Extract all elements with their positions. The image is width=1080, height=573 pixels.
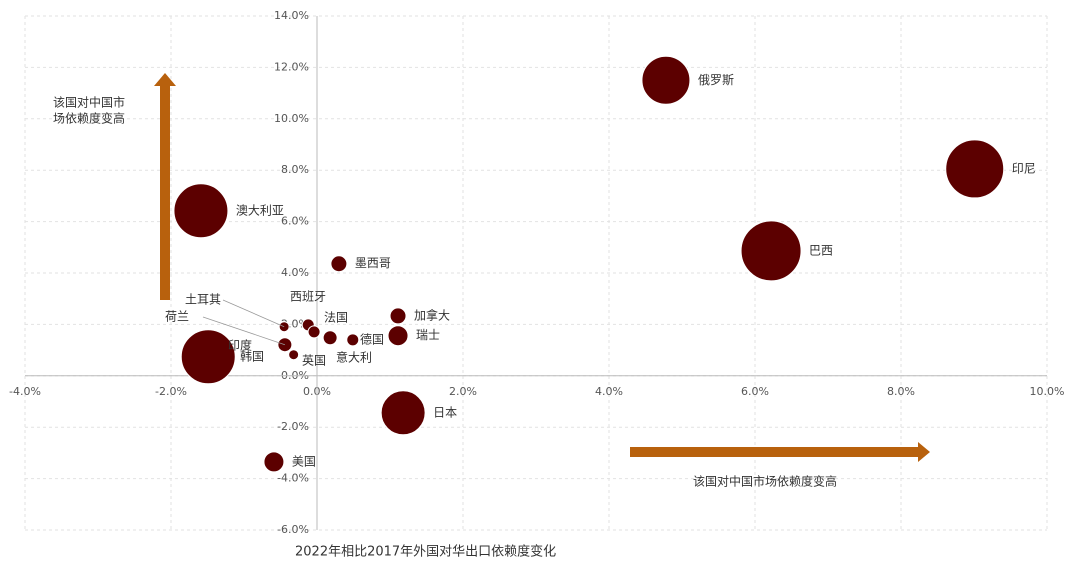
- y-tick-label: 12.0%: [274, 60, 309, 73]
- bubble: [180, 329, 236, 385]
- point-label: 意大利: [336, 350, 372, 365]
- bubble: [288, 349, 300, 361]
- point-label: 印度: [228, 338, 252, 353]
- bubble: [346, 333, 360, 347]
- point-label: 西班牙: [290, 290, 326, 304]
- point-label: 瑞士: [416, 328, 440, 342]
- x-tick-label: -4.0%: [9, 385, 41, 398]
- bubble: [945, 139, 1005, 199]
- point-label: 俄罗斯: [698, 73, 734, 87]
- y-tick-label: 4.0%: [281, 266, 309, 279]
- x-tick-label: 10.0%: [1030, 385, 1065, 398]
- bubble: [307, 325, 321, 339]
- y-tick-label: -4.0%: [277, 472, 309, 485]
- bubble: [173, 183, 229, 239]
- y-annotation: 该国对中国市: [53, 95, 125, 110]
- bubble: [387, 325, 409, 347]
- bubble: [641, 55, 691, 105]
- bubble: [263, 451, 285, 473]
- y-tick-label: 10.0%: [274, 112, 309, 125]
- point-label: 德国: [360, 332, 384, 347]
- x-tick-label: 2.0%: [449, 385, 477, 398]
- up-arrow: [154, 73, 176, 300]
- bubble: [740, 220, 802, 282]
- bubble: [380, 390, 426, 436]
- right-arrow: [630, 442, 930, 462]
- point-label: 墨西哥: [355, 256, 391, 270]
- point-label: 加拿大: [414, 307, 450, 322]
- x-tick-label: 8.0%: [887, 385, 915, 398]
- x-tick-label: 4.0%: [595, 385, 623, 398]
- y-tick-label: -6.0%: [277, 523, 309, 536]
- x-tick-label: -2.0%: [155, 385, 187, 398]
- y-tick-label: 14.0%: [274, 9, 309, 22]
- y-tick-label: 8.0%: [281, 163, 309, 176]
- point-label: 美国: [292, 454, 316, 468]
- point-label: 韩国: [240, 349, 264, 364]
- x-axis-title: 2022年相比2017年外国对华出口依赖度变化: [295, 544, 556, 560]
- bubble: [389, 307, 407, 325]
- y-annotation: 场依赖度变高: [53, 111, 125, 126]
- point-label: 英国: [302, 354, 326, 368]
- y-tick-label: 6.0%: [281, 215, 309, 228]
- bubble: [330, 255, 348, 273]
- y-tick-label: -2.0%: [277, 420, 309, 433]
- point-label: 日本: [433, 405, 457, 419]
- point-label: 荷兰: [165, 310, 189, 324]
- point-label: 土耳其: [185, 293, 221, 307]
- point-label: 法国: [324, 311, 348, 325]
- leader-line: [222, 299, 285, 328]
- grid: [24, 15, 1048, 531]
- x-tick-label: 6.0%: [741, 385, 769, 398]
- point-label: 澳大利亚: [236, 203, 284, 217]
- point-label: 印尼: [1012, 161, 1036, 175]
- x-annotation: 该国对中国市场依赖度变高: [693, 474, 837, 489]
- point-label: 巴西: [809, 243, 833, 257]
- bubble: [322, 330, 338, 346]
- leader-line: [202, 316, 286, 346]
